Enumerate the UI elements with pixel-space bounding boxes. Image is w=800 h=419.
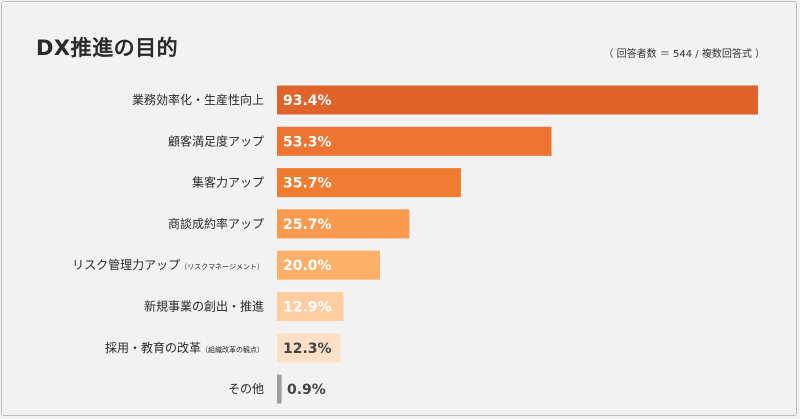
bar-3 [277,209,410,239]
category-label-3: 商談成約率アップ [168,216,264,231]
value-label-3: 25.7% [283,217,332,233]
chart-title: DX推進の目的 [36,36,179,60]
value-label-4: 20.0% [283,258,332,274]
bar-7 [277,374,282,404]
bar-4 [277,250,380,280]
value-label-6: 12.3% [283,341,332,357]
bar-6 [277,333,341,363]
category-label-1: 顧客満足度アップ [168,133,264,148]
category-label-0: 業務効率化・生産性向上 [132,92,264,107]
bar-5 [277,292,344,321]
category-label-4: リスク管理力アップ（リスクマネージメント） [72,257,264,272]
value-label-7: 0.9% [287,382,326,398]
value-label-1: 53.3% [283,134,332,150]
respondent-note: （ 回答者数 ＝ 544 / 複数回答式 ） [603,49,765,60]
bar-2 [277,168,461,198]
value-label-0: 93.4% [283,93,332,109]
category-label-6: 採用・教育の改革（組織改革の観点） [105,340,264,355]
bar-1 [277,126,552,156]
category-label-2: 集客力アップ [192,175,264,190]
category-label-5: 新規事業の創出・推進 [144,299,264,314]
bar-0 [277,85,758,115]
value-label-5: 12.9% [283,300,332,316]
value-label-2: 35.7% [283,176,332,192]
category-label-7: その他 [228,382,264,396]
